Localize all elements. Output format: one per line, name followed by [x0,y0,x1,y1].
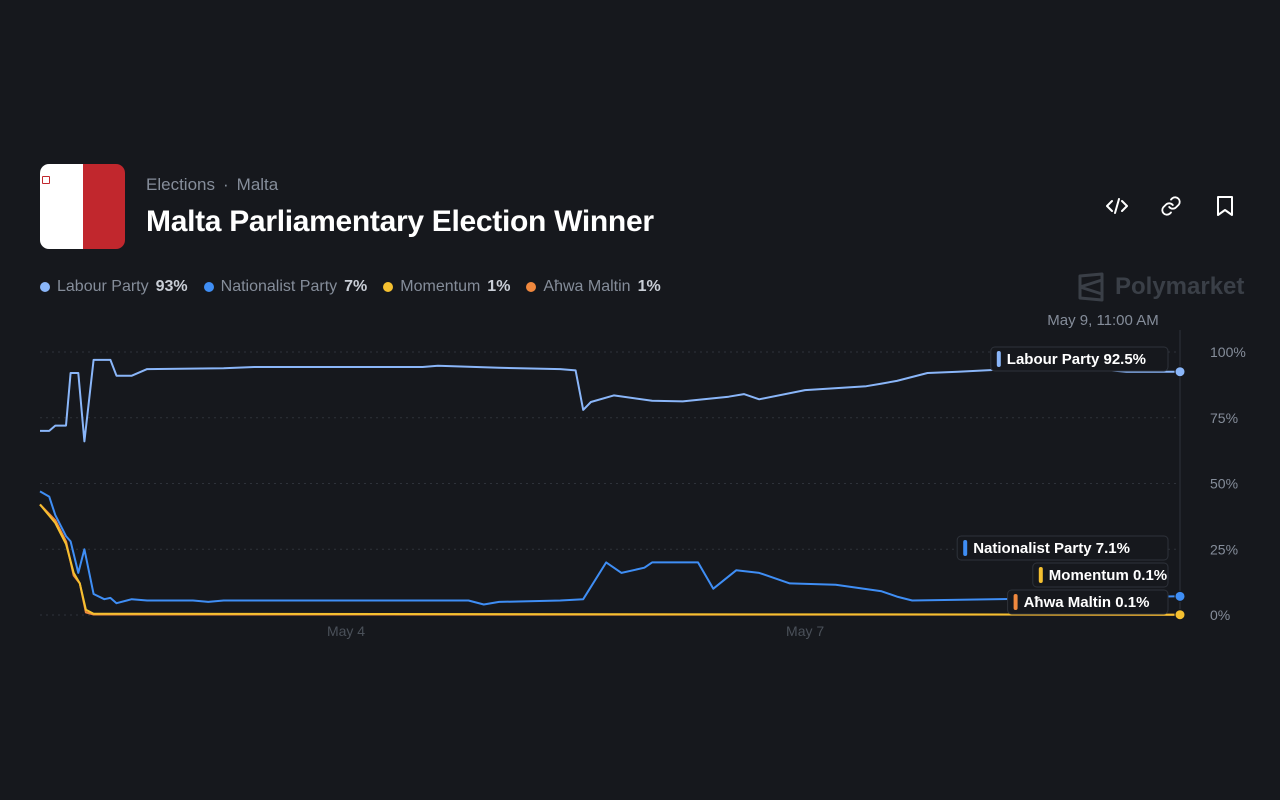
george-cross-icon [42,176,50,184]
action-bar [1106,193,1236,219]
label-swatch [1038,567,1043,583]
series-end-label: Momentum 0.1% [1032,562,1169,588]
link-icon [1161,196,1181,216]
label-text: Labour Party 92.5% [1007,351,1146,368]
label-box [956,535,1169,561]
series-line [39,490,1181,606]
y-tick-label: 75% [1210,410,1238,426]
embed-button[interactable] [1106,193,1128,219]
chart-legend: Labour Party 93% Nationalist Party 7% Mo… [40,278,661,296]
polymarket-watermark: Polymarket [1077,272,1244,302]
series-line [40,358,1180,443]
label-swatch [1013,594,1018,610]
series-end-label: Labour Party 92.5% [990,346,1169,372]
series-end-label: Aħwa Maltin 0.1% [1007,589,1169,615]
breadcrumb-item-malta[interactable]: Malta [236,175,279,194]
bookmark-icon [1217,196,1233,216]
breadcrumb-item-elections[interactable]: Elections [146,175,215,194]
y-axis-labels: 100% 75% 50% 25% 0% [1210,344,1246,623]
hover-crosshair: May 9, 11:00 AM [1047,312,1181,615]
legend-item-ahwa-maltin: Aħwa Maltin 1% [526,278,661,296]
code-icon [1106,198,1128,214]
legend-item-momentum: Momentum 1% [383,278,510,296]
breadcrumb-separator: · [222,175,229,194]
label-swatch [996,351,1001,367]
copy-link-button[interactable] [1160,193,1182,219]
bookmark-button[interactable] [1214,193,1236,219]
page-title: Malta Parliamentary Election Winner [146,205,654,238]
y-tick-label: 25% [1210,541,1238,557]
legend-item-labour: Labour Party 93% [40,278,188,296]
series-end-labels: Labour Party 92.5% Nationalist Party 7.1%… [956,346,1169,615]
hover-timestamp: May 9, 11:00 AM [1047,312,1158,329]
brand-name: Polymarket [1115,273,1245,300]
series-end-label: Nationalist Party 7.1% [956,535,1169,561]
label-box [990,346,1169,372]
legend-value-momentum: 1% [487,278,511,295]
x-axis-labels: May 4 May 7 [327,623,824,639]
series-end-dot [1174,366,1186,378]
chart-grid [40,351,1180,616]
label-text: Momentum 0.1% [1049,567,1167,584]
legend-label-nationalist: Nationalist Party [220,278,338,295]
legend-dot-labour [40,282,50,292]
x-tick-label: May 4 [327,623,365,639]
legend-label-ahwa-maltin: Aħwa Maltin [543,278,631,295]
label-text: Nationalist Party 7.1% [973,540,1130,557]
label-text: Aħwa Maltin 0.1% [1024,594,1150,611]
legend-value-ahwa-maltin: 1% [637,278,661,295]
legend-item-nationalist: Nationalist Party 7% [203,278,368,296]
legend-dot-ahwa-maltin [526,282,537,292]
label-swatch [963,540,968,556]
polymarket-logo-icon [1078,272,1104,302]
malta-flag-image [40,164,125,249]
series-end-dot [1174,609,1186,621]
legend-label-momentum: Momentum [400,278,481,295]
y-tick-label: 0% [1210,607,1230,623]
legend-value-nationalist: 7% [344,278,368,295]
label-box [1007,589,1169,615]
breadcrumb: Elections · Malta [146,175,278,195]
series-line [39,503,1181,616]
y-tick-label: 100% [1210,344,1246,360]
series-end-dot [1174,590,1186,602]
label-box [1032,562,1169,588]
legend-label-labour: Labour Party [57,278,149,295]
series-lines [39,358,1186,621]
x-tick-label: May 7 [786,623,824,639]
legend-dot-momentum [383,282,394,292]
legend-value-labour: 93% [155,278,188,295]
y-tick-label: 50% [1210,476,1238,492]
legend-dot-nationalist [203,282,214,292]
